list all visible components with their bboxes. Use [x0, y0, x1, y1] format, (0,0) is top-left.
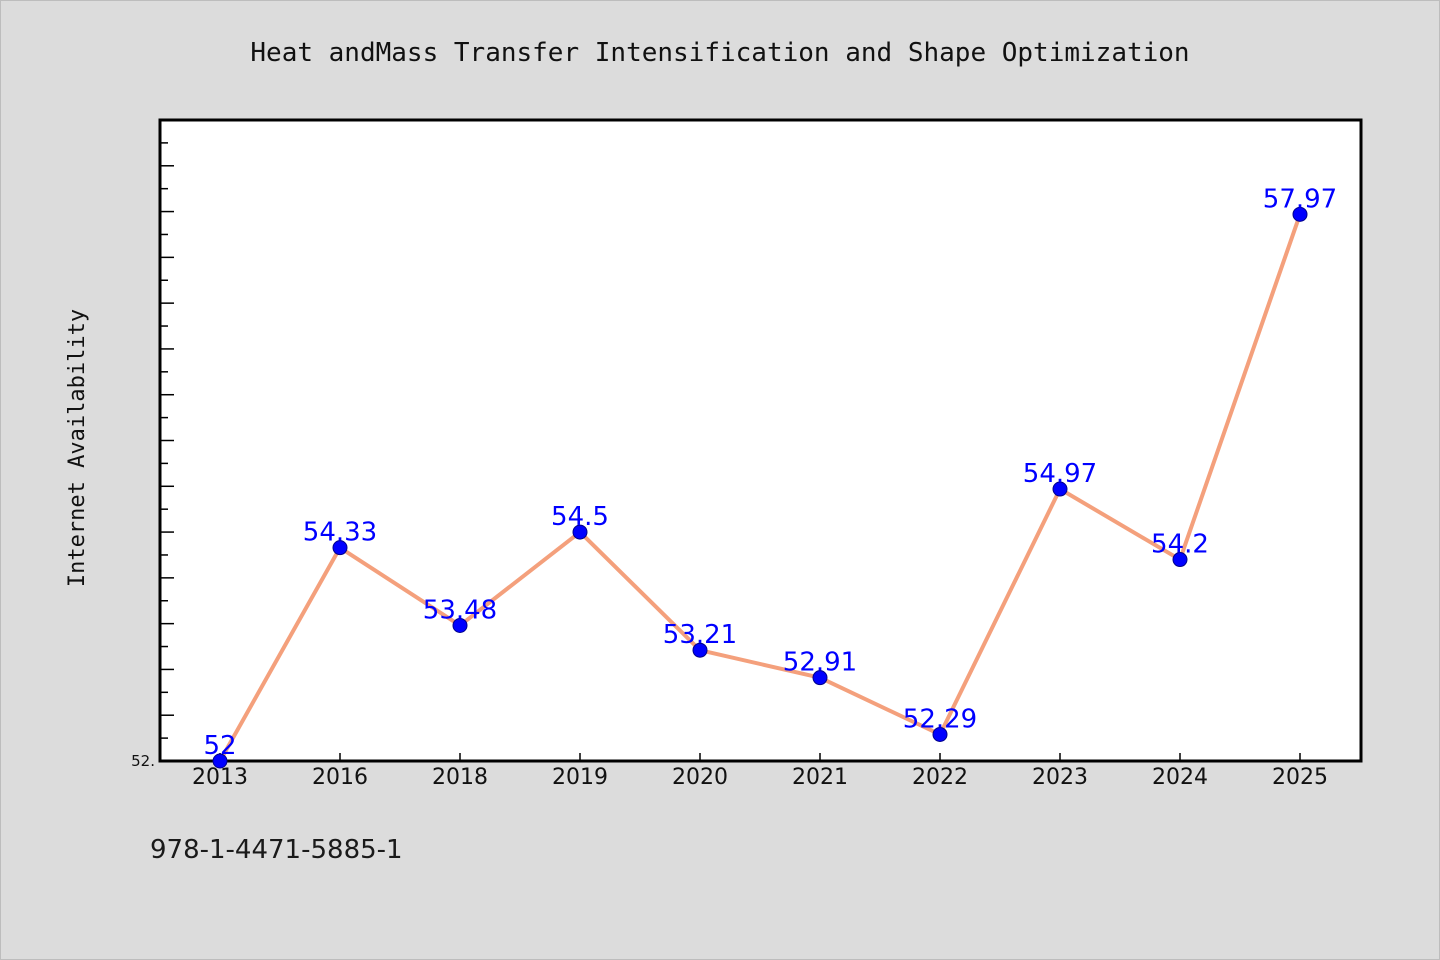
data-label: 54.33 [303, 518, 377, 548]
x-tick-label: 2020 [672, 765, 728, 790]
data-point [1052, 481, 1068, 497]
data-point [1292, 206, 1308, 222]
isbn-text: 978-1-4471-5885-1 [150, 835, 403, 865]
y-axis-label: Internet Availability [65, 309, 90, 587]
data-label: 57.97 [1263, 184, 1337, 214]
data-point [692, 642, 708, 658]
data-label: 52.91 [783, 648, 857, 678]
x-tick-label: 2023 [1032, 765, 1088, 790]
series-markers [212, 206, 1308, 769]
data-point [1172, 552, 1188, 568]
data-labels: 52 54.33 53.48 54.5 53.21 52.91 52.29 54.97 54.2… [203, 184, 1337, 761]
x-tick-label: 2016 [312, 765, 368, 790]
x-tick-label: 2022 [912, 765, 968, 790]
data-label: 53.21 [663, 620, 737, 650]
x-tick-label: 2018 [432, 765, 488, 790]
data-label: 54.97 [1023, 459, 1097, 489]
x-tick-label: 2021 [792, 765, 848, 790]
data-label: 52 [203, 731, 236, 761]
series-line-group [218, 213, 1302, 762]
data-label: 53.48 [423, 595, 497, 625]
chart-title: Heat andMass Transfer Intensification an… [250, 38, 1189, 68]
data-point [452, 617, 468, 633]
x-axis-ticks: 2013 2016 2018 2019 2020 2021 2022 2023 2024 2025 [192, 753, 1328, 790]
data-point [932, 726, 948, 742]
series-line [218, 213, 1302, 762]
data-point [332, 540, 348, 556]
data-point [212, 753, 228, 769]
data-point [812, 670, 828, 686]
x-tick-label: 2013 [192, 765, 248, 790]
y-axis-ticks: 52. [131, 119, 174, 770]
data-point [572, 524, 588, 540]
data-label: 52.29 [903, 704, 977, 734]
data-label: 54.5 [551, 502, 609, 532]
plot-area [158, 118, 1363, 763]
x-tick-label: 2025 [1272, 765, 1328, 790]
y-tick-label: 52. [131, 752, 155, 770]
x-tick-label: 2024 [1152, 765, 1208, 790]
data-label: 54.2 [1151, 530, 1209, 560]
x-tick-label: 2019 [552, 765, 608, 790]
